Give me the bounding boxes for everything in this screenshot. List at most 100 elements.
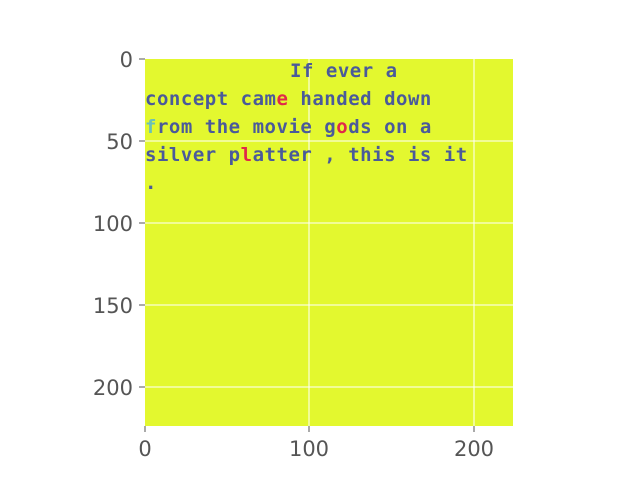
image-text-char xyxy=(432,144,444,166)
image-text-char: e xyxy=(193,88,205,110)
image-text-char xyxy=(312,144,324,166)
image-text-line-2: from the movie gods on a xyxy=(145,116,432,138)
image-text-char: a xyxy=(386,60,398,82)
image-text-char: t xyxy=(276,144,288,166)
image-text-char: d xyxy=(360,88,372,110)
image-text-line-1: concept came handed down xyxy=(145,88,432,110)
image-text-char: d xyxy=(336,88,348,110)
image-text-char: m xyxy=(181,116,193,138)
image-text-char: e xyxy=(229,116,241,138)
image-text-char xyxy=(217,144,229,166)
image-text-char: c xyxy=(241,88,253,110)
image-text-char: o xyxy=(396,88,408,110)
image-text-char xyxy=(372,88,384,110)
image-text-char: w xyxy=(408,88,420,110)
image-text-char: i xyxy=(288,116,300,138)
image-text-char: n xyxy=(420,88,432,110)
image-text-char: o xyxy=(157,88,169,110)
image-text-char: f xyxy=(302,60,314,82)
image-text-char: i xyxy=(444,144,456,166)
image-text-char: o xyxy=(384,116,396,138)
image-text-char: o xyxy=(265,116,277,138)
grid-lines xyxy=(145,59,513,426)
image-text-char: v xyxy=(181,144,193,166)
image-text-char: e xyxy=(288,144,300,166)
image-text-char: e xyxy=(276,88,288,110)
image-text-char xyxy=(312,116,324,138)
y-tick-label-100: 100 xyxy=(93,212,133,236)
image-text-char: g xyxy=(324,116,336,138)
x-tick-label-100: 100 xyxy=(289,437,329,461)
x-tick-label-0: 0 xyxy=(138,437,151,461)
y-axis-ticks: 0 50 100 150 200 xyxy=(93,48,145,400)
image-text-char xyxy=(372,116,384,138)
x-axis-ticks: 0 100 200 xyxy=(138,426,494,461)
image-text-char: r xyxy=(157,116,169,138)
image-text-char: I xyxy=(290,60,302,82)
image-text-char xyxy=(374,60,386,82)
image-text-char: r xyxy=(300,144,312,166)
image-text-char: h xyxy=(217,116,229,138)
image-text-char: n xyxy=(324,88,336,110)
image-text-char: a xyxy=(253,88,265,110)
image-text-char: i xyxy=(408,144,420,166)
image-text-char: s xyxy=(145,144,157,166)
image-text-char: t xyxy=(348,144,360,166)
image-text-char xyxy=(314,60,326,82)
image-text-char: t xyxy=(205,116,217,138)
image-text-char: d xyxy=(384,88,396,110)
image-text-char: e xyxy=(326,60,338,82)
image-text-char: t xyxy=(217,88,229,110)
x-tick-label-200: 200 xyxy=(454,437,494,461)
image-text-line-4: . xyxy=(145,172,157,194)
image-text-line-0: If ever a xyxy=(290,60,398,82)
image-text-char: s xyxy=(384,144,396,166)
image-text-char: n xyxy=(169,88,181,110)
image-text-char: v xyxy=(338,60,350,82)
image-text-line-3: silver platter , this is it xyxy=(145,144,468,166)
image-text-char: h xyxy=(360,144,372,166)
image-text-char: h xyxy=(300,88,312,110)
image-text-char: t xyxy=(456,144,468,166)
image-text-char: a xyxy=(420,116,432,138)
image-text-char: i xyxy=(372,144,384,166)
image-text-char: r xyxy=(205,144,217,166)
image-text-char: p xyxy=(229,144,241,166)
image-text-char: t xyxy=(265,144,277,166)
image-text-block: If ever a concept came handed down from … xyxy=(145,60,468,194)
image-text-char xyxy=(241,116,253,138)
image-text-char: s xyxy=(360,116,372,138)
image-text-char: m xyxy=(253,116,265,138)
y-tick-label-150: 150 xyxy=(93,294,133,318)
image-text-char xyxy=(193,116,205,138)
image-text-char: c xyxy=(145,88,157,110)
image-text-char xyxy=(336,144,348,166)
y-tick-label-200: 200 xyxy=(93,376,133,400)
y-tick-label-50: 50 xyxy=(106,130,133,154)
image-text-char: n xyxy=(396,116,408,138)
image-text-char: r xyxy=(362,60,374,82)
image-text-char: e xyxy=(350,60,362,82)
image-text-char: i xyxy=(157,144,169,166)
image-text-char: a xyxy=(253,144,265,166)
image-text-char: o xyxy=(336,116,348,138)
image-text-char: v xyxy=(276,116,288,138)
image-text-char: c xyxy=(181,88,193,110)
image-text-char: s xyxy=(420,144,432,166)
image-text-char: a xyxy=(312,88,324,110)
image-text-char: d xyxy=(348,116,360,138)
image-text-char xyxy=(396,144,408,166)
image-text-char xyxy=(229,88,241,110)
image-text-char: p xyxy=(205,88,217,110)
image-text-char: m xyxy=(265,88,277,110)
image-text-char xyxy=(288,88,300,110)
y-tick-label-0: 0 xyxy=(120,48,133,72)
image-panel xyxy=(145,59,513,426)
image-text-char: , xyxy=(324,144,336,166)
image-text-char: . xyxy=(145,172,157,194)
image-text-char: l xyxy=(241,144,253,166)
image-text-char: e xyxy=(193,144,205,166)
image-text-char: e xyxy=(348,88,360,110)
image-text-char: o xyxy=(169,116,181,138)
